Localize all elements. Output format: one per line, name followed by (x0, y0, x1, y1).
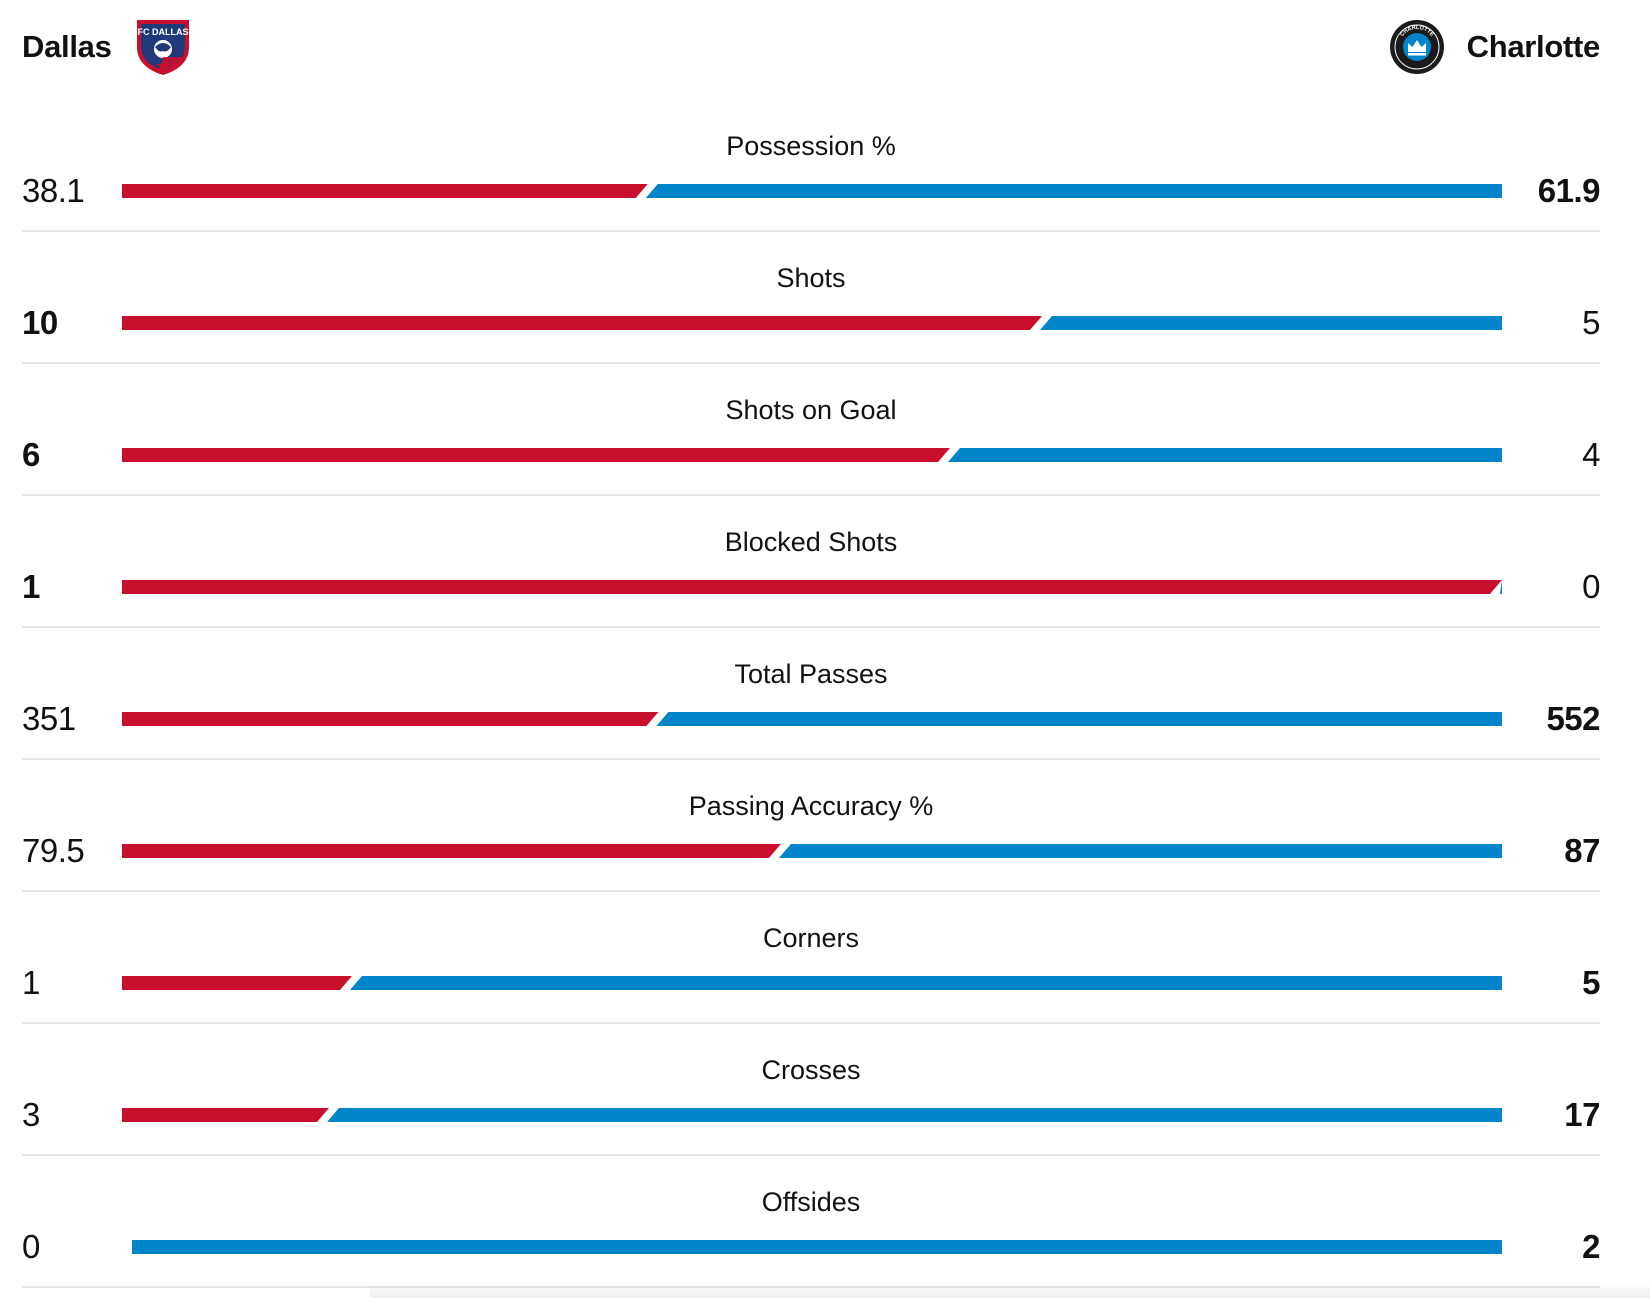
away-value: 2 (1582, 1228, 1600, 1265)
stat-row-passing-accuracy-pct: Passing Accuracy % 79.5 87 (22, 760, 1600, 892)
home-value: 1 (22, 964, 40, 1001)
away-bar-segment (948, 448, 1502, 462)
stat-label: Total Passes (734, 659, 888, 689)
svg-text:FC DALLAS: FC DALLAS (137, 27, 188, 37)
away-value: 17 (1564, 1096, 1600, 1133)
away-value: 552 (1546, 700, 1600, 737)
stat-row-blocked-shots: Blocked Shots 1 0 (22, 496, 1600, 628)
stat-row-possession-pct: Possession % 38.1 61.9 (22, 100, 1601, 232)
comparison-bar (122, 1108, 1502, 1122)
comparison-bar (122, 448, 1502, 462)
home-bar-segment (122, 844, 781, 858)
home-team: Dallas FC DALLAS (22, 16, 192, 78)
away-team: CHARLOTTE Charlotte (1389, 16, 1600, 78)
away-bar-segment (327, 1108, 1502, 1122)
away-value: 87 (1564, 832, 1600, 869)
comparison-bar (122, 712, 1502, 726)
home-bar-segment (122, 184, 648, 198)
away-value: 5 (1582, 964, 1600, 1001)
stat-row-crosses: Crosses 3 17 (22, 1024, 1600, 1156)
comparison-bar (122, 976, 1502, 990)
home-value: 79.5 (22, 832, 85, 869)
home-value: 1 (22, 568, 40, 605)
match-header: Dallas FC DALLAS CHARLOTTE Charlotte (22, 16, 1600, 82)
comparison-bar (122, 184, 1502, 198)
away-bar-segment (132, 1240, 1502, 1254)
comparison-bar (122, 316, 1502, 330)
stat-row-shots: Shots 10 5 (22, 232, 1600, 364)
stat-row-corners: Corners 1 5 (22, 892, 1600, 1024)
away-bar-segment (1500, 580, 1502, 594)
home-bar-segment (122, 316, 1042, 330)
stat-label: Shots (776, 263, 846, 293)
stats-list: Possession % 38.1 61.9 Shots 10 5 Shots on Goa… (22, 100, 1601, 1288)
home-value: 351 (22, 700, 76, 737)
home-bar-segment (122, 580, 1502, 594)
comparison-bar (122, 580, 1502, 594)
stat-row-shots-on-goal: Shots on Goal 6 4 (22, 364, 1600, 496)
away-bar-segment (645, 184, 1502, 198)
charlotte-fc-crest-icon: CHARLOTTE (1389, 20, 1444, 74)
away-bar-segment (1040, 316, 1502, 330)
home-bar-segment (122, 976, 352, 990)
home-value: 38.1 (22, 172, 85, 209)
stat-label: Crosses (761, 1055, 861, 1085)
home-value: 10 (22, 304, 58, 341)
away-value: 61.9 (1537, 172, 1601, 209)
away-value: 0 (1582, 568, 1600, 605)
home-value: 6 (22, 436, 40, 473)
home-team-name: Dallas (22, 29, 112, 64)
stat-label: Passing Accuracy % (688, 791, 934, 821)
stat-label: Offsides (761, 1187, 861, 1217)
home-value: 3 (22, 1096, 40, 1133)
home-bar-segment (122, 448, 950, 462)
stat-row-total-passes: Total Passes 351 552 (22, 628, 1600, 760)
stat-row-offsides: Offsides 0 2 (22, 1156, 1600, 1288)
home-bar-segment (122, 1108, 329, 1122)
away-bar-segment (778, 844, 1502, 858)
stat-label: Corners (762, 923, 860, 953)
away-team-name: Charlotte (1466, 29, 1601, 64)
comparison-bar (132, 1240, 1502, 1254)
scroll-shadow (370, 1282, 1650, 1298)
home-bar-segment (122, 712, 659, 726)
away-value: 4 (1582, 436, 1600, 473)
away-bar-segment (656, 712, 1502, 726)
stat-label: Blocked Shots (724, 527, 898, 557)
stat-label: Possession % (726, 131, 896, 161)
away-value: 5 (1582, 304, 1600, 341)
comparison-bar (122, 844, 1502, 858)
home-value: 0 (22, 1228, 40, 1265)
fc-dallas-crest-icon: FC DALLAS (136, 20, 189, 75)
stat-label: Shots on Goal (725, 395, 897, 425)
away-bar-segment (350, 976, 1502, 990)
